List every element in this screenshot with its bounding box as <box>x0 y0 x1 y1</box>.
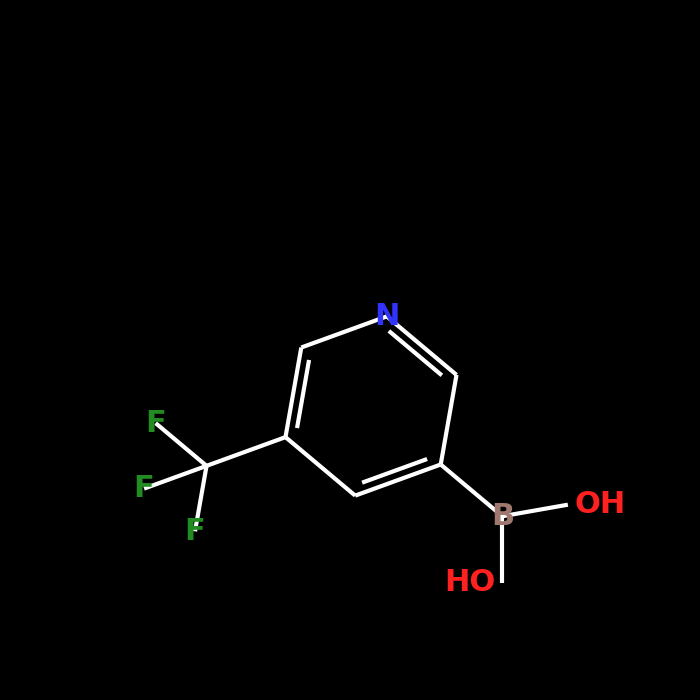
Text: F: F <box>185 517 205 546</box>
Text: OH: OH <box>575 490 626 519</box>
Text: F: F <box>134 474 155 503</box>
Text: HO: HO <box>444 568 496 597</box>
Text: B: B <box>491 502 514 531</box>
Text: N: N <box>374 302 400 331</box>
Text: F: F <box>145 409 166 438</box>
